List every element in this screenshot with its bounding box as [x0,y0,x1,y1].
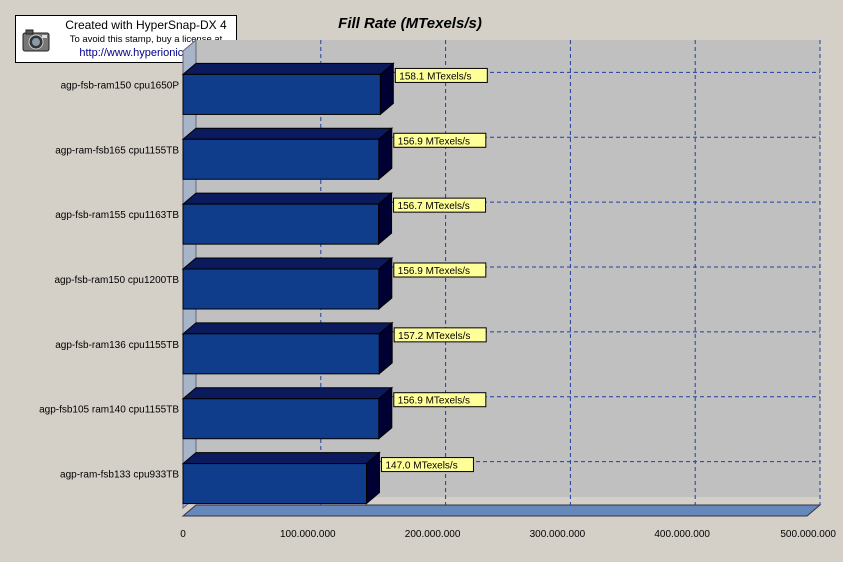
x-tick-label: 400.000.000 [654,529,710,540]
bar [182,203,380,245]
data-label: 156.9 MTexels/s [398,396,470,407]
bar-top [181,127,394,140]
category-label: agp-fsb105 ram140 cpu1155TB [39,405,179,416]
x-tick-label: 0 [180,529,186,540]
data-label: 147.0 MTexels/s [385,461,457,472]
bar [182,398,380,440]
data-label-box [393,327,487,343]
bar [182,268,380,310]
hypersnap-stamp: Created with HyperSnap-DX 4 To avoid thi… [15,15,237,63]
stamp-link[interactable]: http://www.hyperionics.com [79,47,213,59]
bar-top [181,257,394,270]
stamp-line-2: To avoid this stamp, buy a license at [69,34,223,45]
category-label: agp-fsb-ram155 cpu1163TB [55,210,179,221]
category-label: agp-ram-fsb165 cpu1155TB [55,145,179,156]
data-label-box [393,392,487,408]
data-label: 158.1 MTexels/s [399,71,471,82]
x-tick-label: 100.000.000 [280,529,336,540]
data-label: 156.9 MTexels/s [398,136,470,147]
stamp-line-1: Created with HyperSnap-DX 4 [65,18,227,32]
data-label: 156.7 MTexels/s [398,201,470,212]
category-label: agp-ram-fsb133 cpu933TB [60,470,179,481]
category-label: agp-fsb-ram150 cpu1200TB [54,275,179,286]
category-label: agp-fsb-ram136 cpu1155TB [55,340,179,351]
plot-floor [181,504,822,517]
bar [182,463,367,505]
data-label-box [393,132,487,148]
data-label: 157.2 MTexels/s [398,331,470,342]
camera-icon [22,29,50,52]
bar-top [181,192,393,205]
chart-title: Fill Rate (MTexels/s) [338,15,482,32]
data-label: 156.9 MTexels/s [398,266,470,277]
data-label-box [393,197,487,213]
bar-top [181,452,381,465]
data-label-box [394,67,488,83]
bar [182,73,381,115]
category-label: agp-fsb-ram150 cpu1650P [61,80,180,91]
bar-top [181,322,394,335]
x-tick-label: 200.000.000 [405,529,461,540]
data-label-box [380,457,474,473]
bar [182,138,380,180]
x-tick-label: 300.000.000 [530,529,586,540]
bar-top [181,62,395,75]
bar [182,333,380,375]
bar-top [181,387,394,400]
x-tick-label: 500.000.000 [780,529,836,540]
data-label-box [393,262,487,278]
